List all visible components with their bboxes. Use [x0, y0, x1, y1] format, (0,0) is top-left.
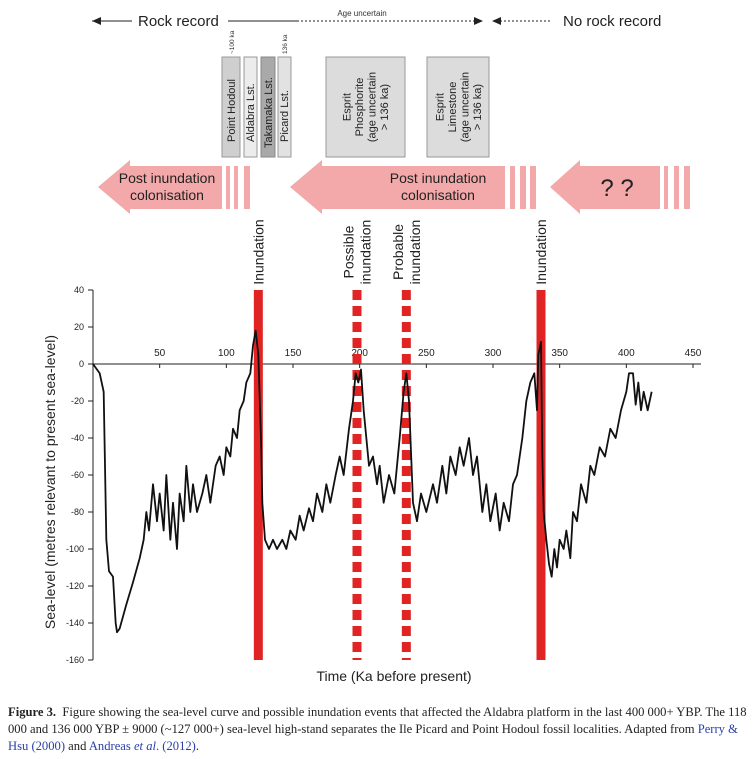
- y-tick-label: 20: [74, 322, 84, 332]
- y-tick-label: -20: [71, 396, 84, 406]
- y-tick-label: -60: [71, 470, 84, 480]
- caption: Figure 3. Figure showing the sea-level c…: [8, 704, 748, 755]
- event-label: inundation: [407, 220, 423, 285]
- arrow-stripe: [674, 166, 679, 209]
- figure: Rock record Age uncertain No rock record…: [42, 9, 702, 684]
- x-tick-label: 300: [485, 348, 502, 359]
- esprit-label: Limestone: [447, 82, 459, 133]
- rock-record: Rock record: [138, 13, 219, 30]
- esprit-label: Esprit: [434, 93, 446, 121]
- x-tick-label: 400: [618, 348, 635, 359]
- arrow-stripe: [510, 166, 515, 209]
- reference-year: . (2012): [156, 739, 196, 753]
- y-tick-label: 40: [74, 285, 84, 295]
- esprit-labels: Esprit Phosphorite (age uncertain > 136 ka)…: [341, 72, 484, 142]
- event-label: Inundation: [250, 219, 266, 284]
- arrow-stripe: [664, 166, 668, 209]
- esprit-label: (age uncertain: [459, 72, 471, 142]
- esprit-box: [325, 56, 406, 158]
- esprit-label: Phosphorite: [354, 78, 366, 137]
- no-rock-record: No rock record: [563, 13, 661, 30]
- locality-box: [243, 56, 258, 158]
- caption-text: Figure showing the sea-level curve and p…: [8, 705, 747, 736]
- locality-age: ~100 ka: [229, 30, 236, 54]
- x-tick-label: 150: [285, 348, 302, 359]
- age-uncertain: Age uncertain: [337, 9, 386, 18]
- esprit-label: Esprit: [341, 93, 353, 121]
- event-label: inundation: [358, 220, 374, 285]
- arrow-head: [492, 17, 501, 25]
- locality-label: Aldabra Lst.: [245, 83, 257, 142]
- x-axis-label: Time (Ka before present): [316, 668, 471, 684]
- figure-label: Figure 3.: [8, 705, 57, 719]
- arrow-stripe: [684, 166, 690, 209]
- y-tick-label: -100: [66, 544, 84, 554]
- arrow: [98, 160, 222, 214]
- event-label: Probable: [390, 224, 406, 280]
- esprit-box: [426, 56, 490, 158]
- reference-etal: et al: [133, 739, 156, 753]
- arrow: [550, 160, 660, 214]
- y-tick-label: -160: [66, 655, 84, 665]
- locality-age: 136 ka: [282, 34, 289, 54]
- arrow: [290, 160, 505, 214]
- x-tick-label: 200: [351, 348, 368, 359]
- x-tick-label: 50: [154, 348, 166, 359]
- arrow-head: [474, 17, 483, 25]
- y-tick-label: -120: [66, 581, 84, 591]
- unknown-label: ? ?: [600, 175, 633, 202]
- locality-label: Picard Lst.: [279, 90, 291, 142]
- arrow-stripe: [520, 166, 526, 209]
- x-tick-label: 100: [218, 348, 235, 359]
- colonisation-label: colonisation: [401, 187, 475, 203]
- colonisation-arrows: [98, 160, 690, 214]
- locality-label: Point Hodoul: [226, 79, 238, 142]
- reference-link[interactable]: Andreas et al. (2012): [89, 739, 196, 753]
- locality-label: Takamaka Lst.: [263, 77, 275, 148]
- x-tick-label: 250: [418, 348, 435, 359]
- caption-text: and: [65, 739, 89, 753]
- locality-box: [260, 56, 276, 158]
- colonisation-label: Post inundation: [119, 170, 216, 186]
- y-tick-label: 0: [79, 359, 84, 369]
- esprit-label: > 136 ka): [379, 84, 391, 130]
- x-tick-label: 350: [551, 348, 568, 359]
- arrow-head: [92, 17, 101, 25]
- arrow-stripe: [530, 166, 536, 209]
- sea-level-curve: [92, 329, 653, 634]
- caption-text: .: [195, 739, 200, 753]
- y-tick-label: -140: [66, 618, 84, 628]
- y-tick-label: -80: [71, 507, 84, 517]
- esprit-label: (age uncertain: [366, 72, 378, 142]
- arrow-stripe: [234, 166, 238, 209]
- locality-box: [221, 56, 241, 158]
- colonisation-label: Post inundation: [390, 170, 487, 186]
- arrow-stripe: [244, 166, 250, 209]
- colonisation-label: colonisation: [130, 187, 204, 203]
- reference-link[interactable]: Perry & Hsu (2000): [8, 722, 738, 753]
- esprit-label: > 136 ka): [472, 84, 484, 130]
- event-label: Possible: [341, 225, 357, 278]
- y-axis-label: Sea-level (metres relevant to present se…: [42, 335, 58, 629]
- reference-name: Andreas: [88, 739, 134, 753]
- x-tick-label: 450: [685, 348, 702, 359]
- y-tick-label: -40: [71, 433, 84, 443]
- arrow-stripe: [226, 166, 230, 209]
- locality-box: [277, 56, 292, 158]
- event-label: Inundation: [533, 219, 549, 284]
